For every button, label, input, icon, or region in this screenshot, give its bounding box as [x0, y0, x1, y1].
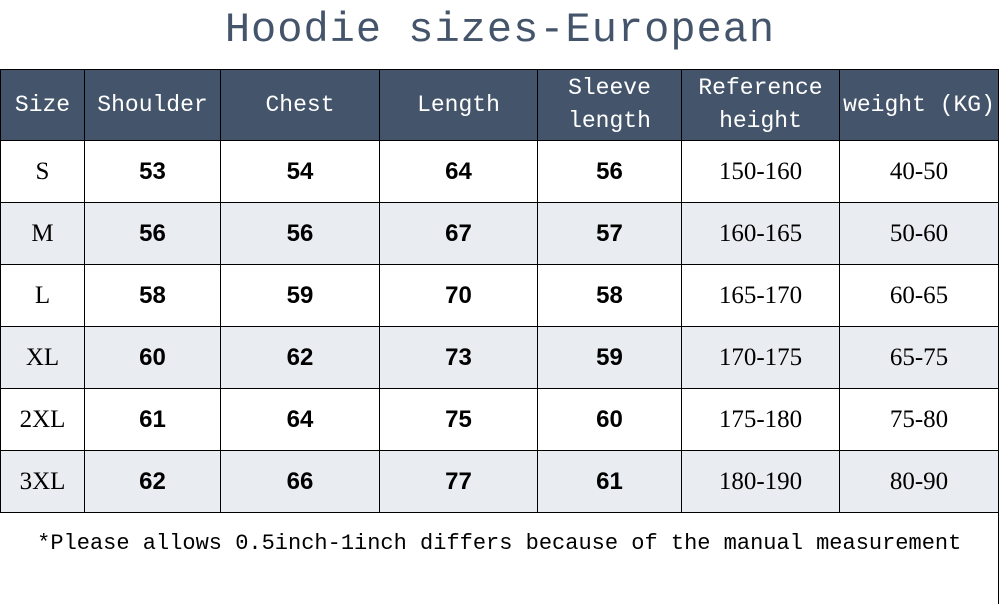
cell-size: 3XL [1, 451, 85, 513]
cell-reference-height: 165-170 [682, 265, 840, 327]
cell-shoulder: 61 [85, 389, 221, 451]
cell-sleeve-length: 59 [538, 327, 682, 389]
cell-length: 77 [380, 451, 538, 513]
cell-shoulder: 58 [85, 265, 221, 327]
cell-shoulder: 62 [85, 451, 221, 513]
cell-chest: 66 [221, 451, 380, 513]
cell-length: 75 [380, 389, 538, 451]
cell-shoulder: 60 [85, 327, 221, 389]
cell-size: L [1, 265, 85, 327]
cell-weight: 60-65 [840, 265, 999, 327]
header-length: Length [380, 70, 538, 141]
cell-sleeve-length: 61 [538, 451, 682, 513]
header-size: Size [1, 70, 85, 141]
cell-weight: 50-60 [840, 203, 999, 265]
cell-reference-height: 170-175 [682, 327, 840, 389]
cell-chest: 56 [221, 203, 380, 265]
cell-size: 2XL [1, 389, 85, 451]
cell-shoulder: 56 [85, 203, 221, 265]
cell-length: 64 [380, 141, 538, 203]
cell-weight: 40-50 [840, 141, 999, 203]
cell-sleeve-length: 56 [538, 141, 682, 203]
header-weight: weight (KG) [840, 70, 999, 141]
header-reference-height: Reference height [682, 70, 840, 141]
cell-chest: 62 [221, 327, 380, 389]
cell-size: XL [1, 327, 85, 389]
cell-weight: 80-90 [840, 451, 999, 513]
cell-length: 73 [380, 327, 538, 389]
measurement-note: *Please allows 0.5inch-1inch differs bec… [1, 513, 999, 604]
cell-shoulder: 53 [85, 141, 221, 203]
cell-reference-height: 150-160 [682, 141, 840, 203]
cell-reference-height: 175-180 [682, 389, 840, 451]
header-shoulder: Shoulder [85, 70, 221, 141]
cell-sleeve-length: 58 [538, 265, 682, 327]
cell-sleeve-length: 60 [538, 389, 682, 451]
cell-length: 70 [380, 265, 538, 327]
header-sleeve-length: Sleeve length [538, 70, 682, 141]
cell-sleeve-length: 57 [538, 203, 682, 265]
cell-reference-height: 180-190 [682, 451, 840, 513]
cell-chest: 59 [221, 265, 380, 327]
cell-size: S [1, 141, 85, 203]
cell-weight: 65-75 [840, 327, 999, 389]
header-chest: Chest [221, 70, 380, 141]
page-title: Hoodie sizes-European [0, 6, 1000, 54]
cell-length: 67 [380, 203, 538, 265]
cell-chest: 64 [221, 389, 380, 451]
cell-reference-height: 160-165 [682, 203, 840, 265]
cell-size: M [1, 203, 85, 265]
cell-weight: 75-80 [840, 389, 999, 451]
cell-chest: 54 [221, 141, 380, 203]
